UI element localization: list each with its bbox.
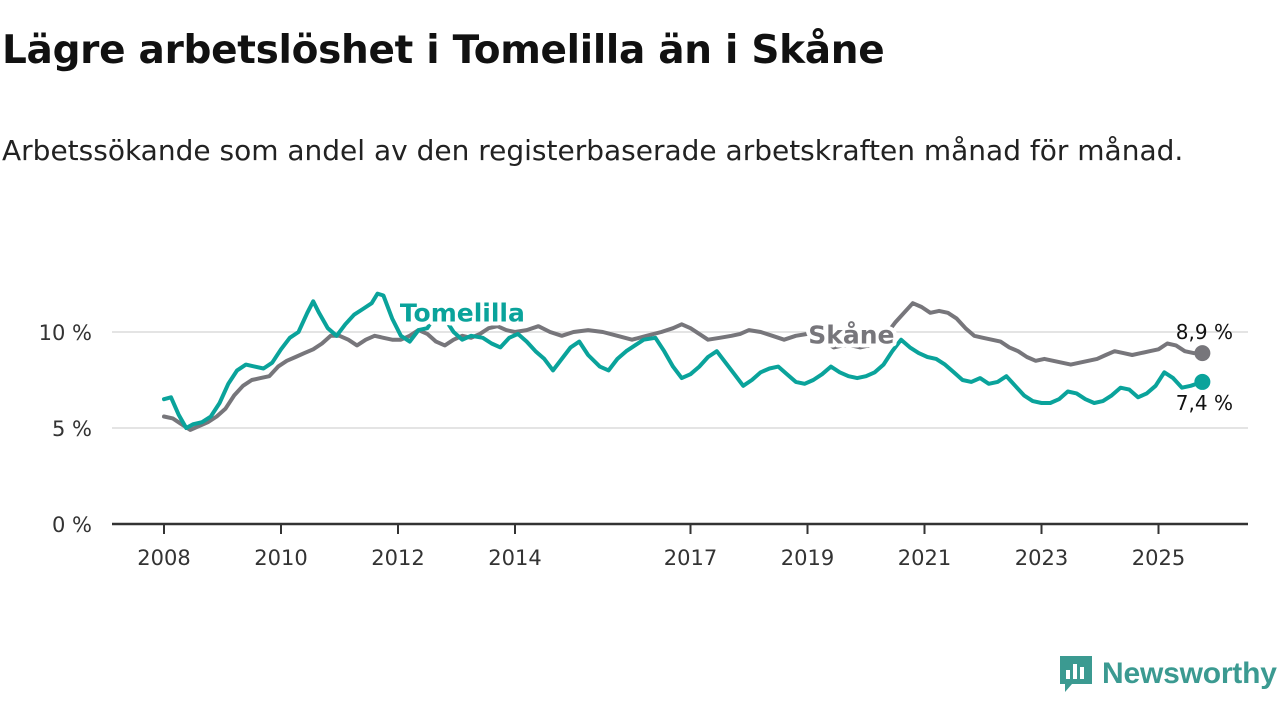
x-tick-label: 2017 [664, 546, 717, 570]
series-endpoint-tomelilla [1194, 373, 1211, 390]
series-label-tomelilla: Tomelilla [400, 298, 525, 327]
newsworthy-logo-text: Newsworthy [1102, 657, 1277, 690]
x-tick-label: 2014 [488, 546, 541, 570]
y-tick-label: 10 % [39, 321, 92, 345]
x-tick-label: 2012 [371, 546, 424, 570]
x-tick-label: 2008 [137, 546, 190, 570]
series-endpoint-skåne [1194, 345, 1211, 362]
x-tick-label: 2010 [254, 546, 307, 570]
x-tick-label: 2023 [1015, 546, 1068, 570]
series-label-halo: Skåne [808, 321, 894, 350]
series-line-tomelilla [162, 291, 1205, 430]
x-tick-label: 2025 [1132, 546, 1185, 570]
x-tick-label: 2021 [898, 546, 951, 570]
end-value-label-skane: 8,9 % [1176, 320, 1233, 344]
series-line-skåne [162, 301, 1205, 432]
series-label-halo: Tomelilla [400, 298, 525, 327]
newsworthy-logo-icon [1060, 656, 1092, 692]
y-tick-label: 5 % [52, 417, 92, 441]
newsworthy-logo: Newsworthy [1058, 654, 1277, 694]
y-tick-label: 0 % [52, 513, 92, 537]
end-value-label-tomelilla: 7,4 % [1176, 391, 1233, 415]
x-tick-label: 2019 [781, 546, 834, 570]
chart-title: Lägre arbetslöshet i Tomelilla än i Skån… [2, 28, 885, 73]
series-label-skåne: Skåne [808, 321, 894, 350]
line-chart: 0 % 5 % 10 % 2008 2010 2012 2014 2017 2019 2021 20… [39, 291, 1248, 570]
chart-subtitle: Arbetssökande som andel av den registerb… [2, 134, 1184, 167]
